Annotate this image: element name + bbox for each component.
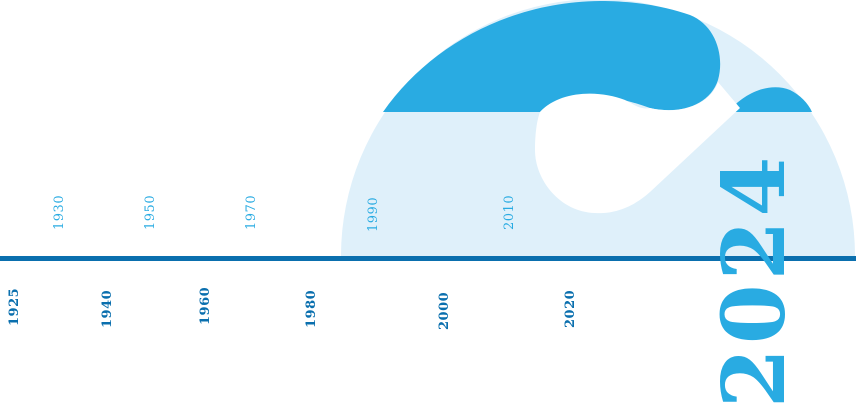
dome-right-cap — [728, 87, 812, 112]
dome-top — [383, 1, 721, 112]
year-label-1930: 1930 — [52, 194, 67, 230]
year-label-1950: 1950 — [143, 194, 158, 230]
hook-cutout — [535, 82, 740, 214]
year-label-1980: 1980 — [304, 289, 319, 328]
timeline-axis — [0, 256, 856, 261]
highlight-year: 2024 — [704, 152, 805, 408]
year-label-2010: 2010 — [502, 194, 517, 230]
year-label-1925: 1925 — [7, 287, 22, 326]
year-label-1960: 1960 — [198, 286, 213, 325]
year-label-1940: 1940 — [100, 289, 115, 328]
year-label-1970: 1970 — [244, 194, 259, 230]
year-label-2020: 2020 — [563, 289, 578, 328]
year-label-1990: 1990 — [366, 196, 381, 232]
year-label-2000: 2000 — [437, 291, 452, 330]
